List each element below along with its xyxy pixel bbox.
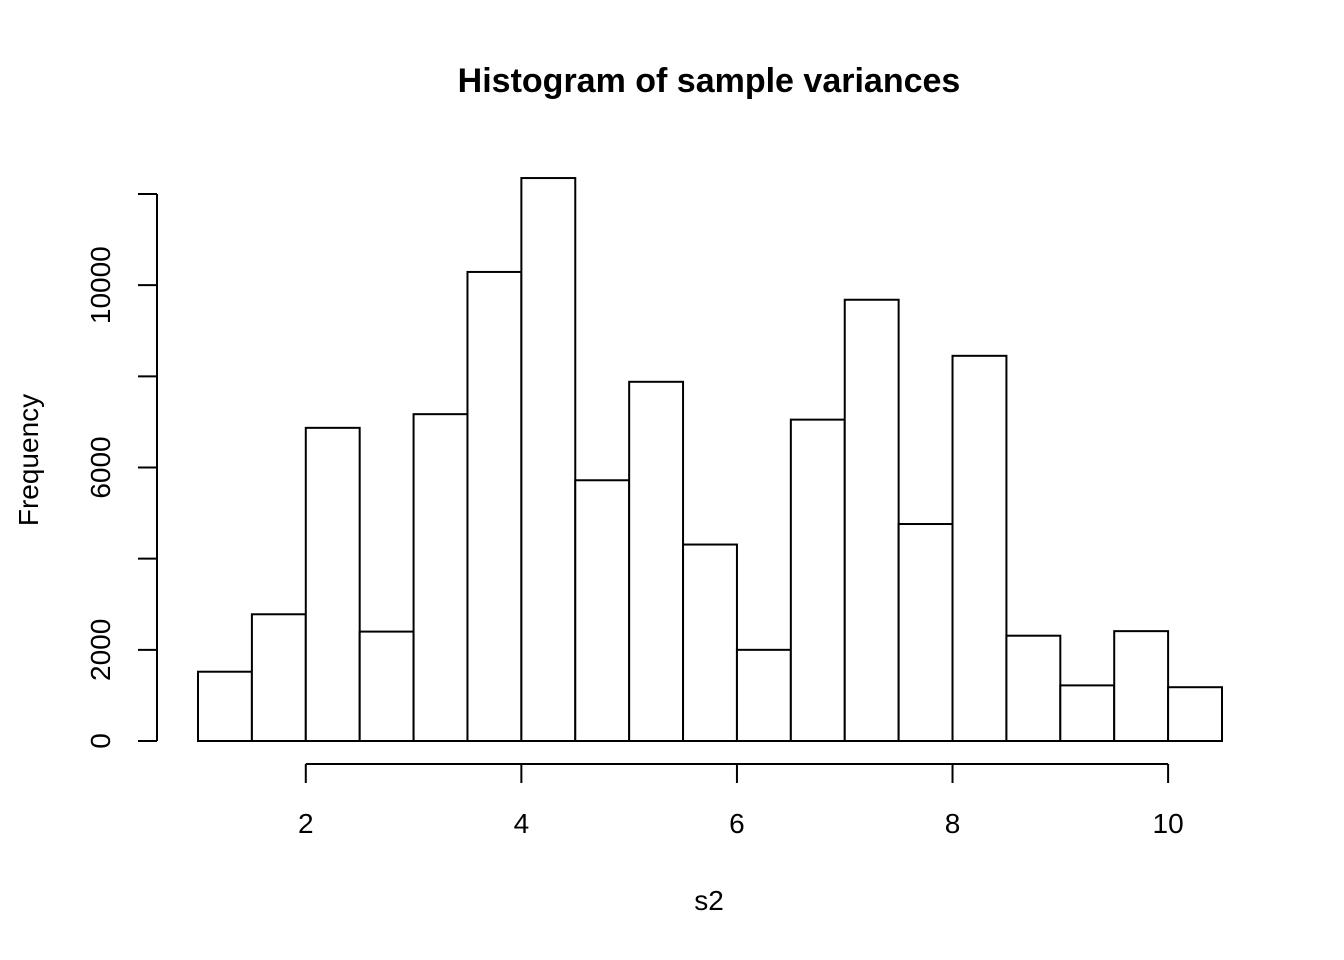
y-tick-label: 2000 <box>85 619 116 681</box>
histogram-bar <box>951 354 1008 742</box>
x-axis: 2 4 6 8 10 <box>298 763 1184 839</box>
histogram-bar <box>789 418 846 742</box>
histogram-bar <box>682 543 738 742</box>
histogram-bar <box>358 630 415 742</box>
histogram-bar <box>628 380 685 742</box>
histogram-bar <box>1113 630 1170 742</box>
chart-title: Histogram of sample variances <box>458 62 961 100</box>
x-tick-label: 2 <box>298 808 314 839</box>
y-axis: 0 2000 6000 10000 <box>85 193 158 749</box>
histogram-bar <box>250 613 307 742</box>
histogram-bar <box>466 270 523 742</box>
x-tick-label: 6 <box>729 808 745 839</box>
histogram-bar <box>1167 686 1223 743</box>
histogram-bar <box>520 177 577 742</box>
histogram-bar <box>843 298 900 742</box>
x-tick-label: 4 <box>514 808 530 839</box>
histogram-bar <box>574 479 631 742</box>
histogram-bar <box>412 413 469 742</box>
x-axis-label: s2 <box>694 885 724 916</box>
histogram-bar <box>304 426 361 742</box>
x-tick-label: 8 <box>945 808 961 839</box>
histogram-bar <box>897 523 954 742</box>
histogram-bar <box>1005 634 1062 743</box>
histogram-bar <box>1059 684 1116 742</box>
bars-layer <box>197 177 1223 743</box>
x-tick-label: 10 <box>1153 808 1184 839</box>
y-tick-label: 0 <box>85 733 116 749</box>
histogram-bar <box>197 670 253 742</box>
y-tick-label: 6000 <box>85 436 116 498</box>
y-tick-label: 10000 <box>85 246 116 324</box>
y-axis-label: Frequency <box>13 394 44 526</box>
histogram-bar <box>735 648 792 742</box>
